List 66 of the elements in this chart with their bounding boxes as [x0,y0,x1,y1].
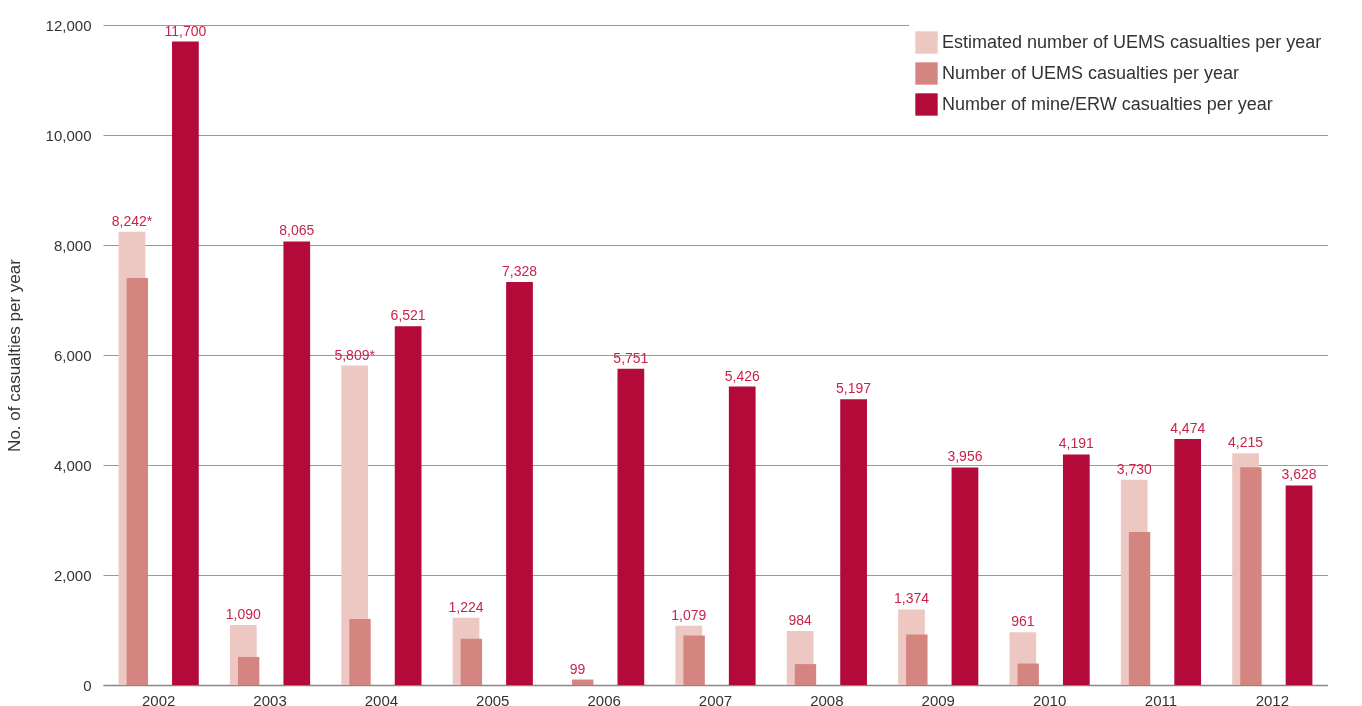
x-tick-label: 2004 [364,691,399,706]
bar [1174,438,1202,685]
y-tick-label: 4,000 [53,456,92,474]
data-label: 1,374 [893,590,930,607]
bar [906,634,928,685]
legend-label: Estimated number of UEMS casualties per year [942,31,1322,52]
data-label: 6,521 [390,307,426,324]
bar [394,326,422,685]
x-tick-label: 2002 [141,691,176,706]
y-tick-label: 0 [83,676,92,694]
data-label: 3,628 [1281,466,1317,483]
y-tick-label: 6,000 [53,346,92,364]
data-label: 5,751 [613,349,649,366]
bar [1062,454,1090,685]
legend-label: Number of UEMS casualties per year [942,62,1240,83]
data-label: 961 [1011,613,1035,630]
y-tick-label: 8,000 [53,236,92,254]
data-label: 5,809* [334,346,376,363]
data-label: 4,474 [1170,419,1206,436]
data-label: 5,197 [836,380,872,397]
y-axis-title: No. of casualties per year [4,258,24,452]
bar [172,41,199,685]
x-tick-label: 2008 [810,691,844,706]
bar [683,635,705,685]
bar [1128,532,1151,685]
bar [1017,663,1039,685]
bar [1240,467,1262,685]
y-tick-label: 12,000 [45,16,92,34]
bar [794,664,817,685]
data-label: 1,224 [448,598,484,615]
bar [617,368,645,685]
bar [951,467,979,685]
x-tick-label: 2010 [1032,691,1067,706]
data-label: 5,426 [724,367,760,384]
x-tick-label: 2009 [921,691,955,706]
bar [1285,485,1313,685]
bar [840,399,867,685]
x-tick-label: 2006 [587,691,621,706]
data-label: 4,191 [1058,435,1095,452]
bar [126,278,148,685]
data-label: 3,956 [947,448,983,465]
data-label: 11,700 [164,22,207,39]
y-tick-label: 10,000 [45,126,92,144]
data-label: 1,090 [225,606,262,623]
legend-label: Number of mine/ERW casualties per year [942,93,1273,114]
bar [572,679,594,685]
bar [506,281,533,685]
x-tick-label: 2007 [698,691,733,706]
data-label: 99 [569,660,586,677]
bar [460,638,483,685]
x-tick-label: 2011 [1144,691,1178,706]
data-label: 984 [788,611,813,628]
bar [283,241,311,685]
x-tick-label: 2005 [476,691,510,706]
y-tick-label: 2,000 [53,566,92,584]
x-tick-label: 2012 [1255,691,1290,706]
data-label: 4,215 [1228,434,1264,451]
bar [237,656,260,685]
data-label: 8,242* [111,212,153,229]
data-label: 3,730 [1116,460,1152,477]
data-label: 7,328 [501,262,538,279]
data-label: 1,079 [671,606,707,623]
x-tick-label: 2003 [253,691,287,706]
data-label: 8,065 [279,222,315,239]
bar [349,619,371,685]
bar [728,386,756,685]
